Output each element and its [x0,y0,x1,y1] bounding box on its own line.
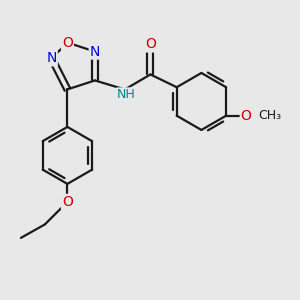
Text: O: O [62,36,73,50]
Text: O: O [145,38,156,52]
Text: NH: NH [117,88,136,101]
Text: N: N [46,51,57,65]
Text: N: N [90,44,100,58]
Text: CH₃: CH₃ [258,109,281,122]
Text: O: O [241,109,252,123]
Text: O: O [62,195,73,209]
